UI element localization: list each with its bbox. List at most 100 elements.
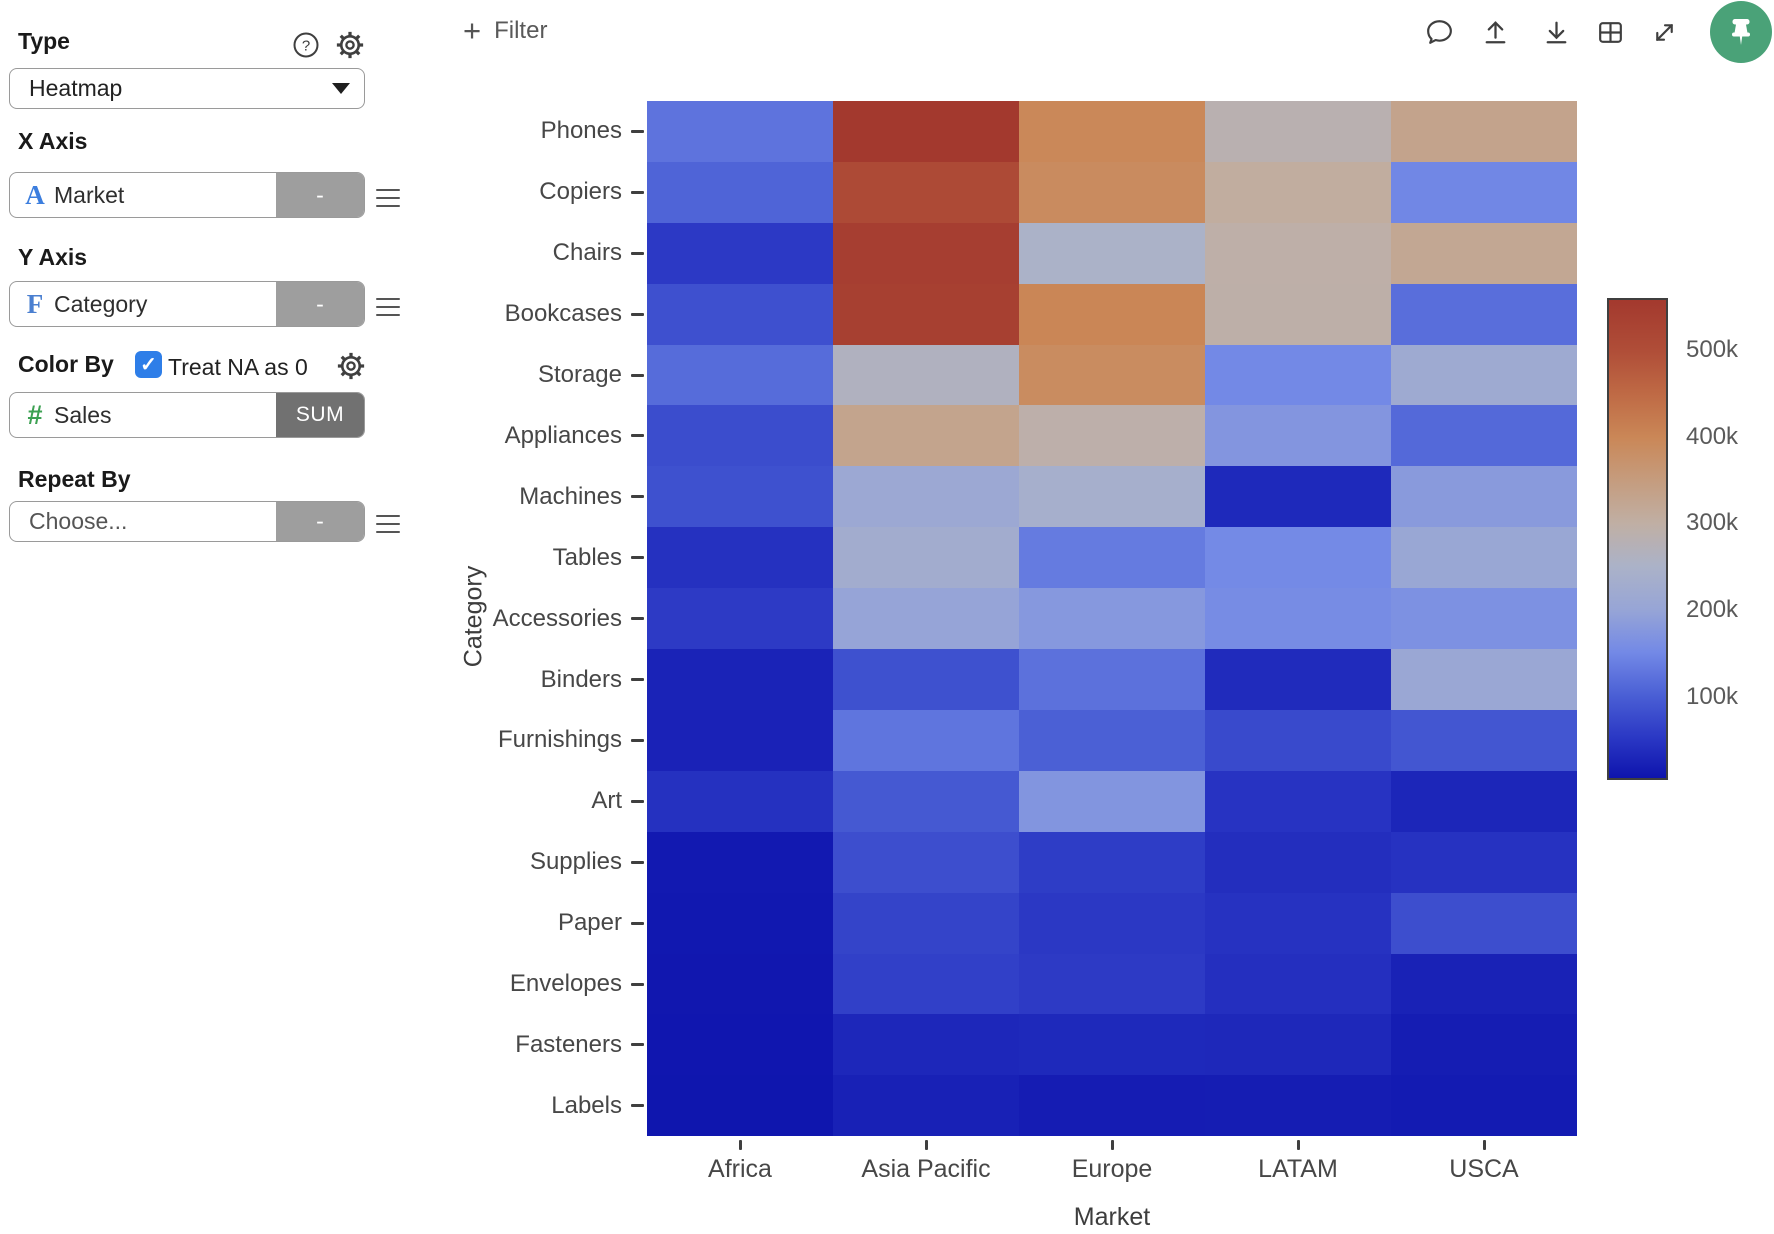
heatmap-cell[interactable] — [1391, 466, 1577, 528]
heatmap-cell[interactable] — [647, 527, 833, 589]
heatmap-cell[interactable] — [647, 588, 833, 650]
heatmap-cell[interactable] — [1391, 161, 1577, 223]
heatmap-cell[interactable] — [647, 1075, 833, 1137]
heatmap-cell[interactable] — [1205, 405, 1391, 467]
heatmap-cell[interactable] — [833, 770, 1019, 832]
heatmap-cell[interactable] — [1019, 101, 1205, 162]
heatmap-cell[interactable] — [833, 649, 1019, 710]
heatmap-cell[interactable] — [647, 466, 833, 528]
heatmap-cell[interactable] — [647, 831, 833, 893]
heatmap-cell[interactable] — [1019, 222, 1205, 284]
heatmap-cell[interactable] — [647, 649, 833, 710]
heatmap-cell[interactable] — [833, 709, 1019, 771]
heatmap-cell[interactable] — [1391, 831, 1577, 893]
heatmap-cell[interactable] — [833, 161, 1019, 223]
heatmap-cell[interactable] — [647, 953, 833, 1015]
y-axis-drag-handle-icon[interactable] — [376, 292, 400, 322]
color-settings-gear-icon[interactable] — [336, 351, 366, 381]
x-axis-remove-button[interactable]: - — [276, 173, 364, 217]
heatmap-cell[interactable] — [1205, 770, 1391, 832]
gear-icon[interactable] — [335, 30, 365, 60]
y-axis-field[interactable]: F Category - — [9, 281, 365, 327]
repeat-by-field[interactable]: Choose... - — [9, 501, 365, 542]
heatmap-cell[interactable] — [1391, 101, 1577, 162]
heatmap-cell[interactable] — [1019, 892, 1205, 954]
heatmap-cell[interactable] — [833, 527, 1019, 589]
heatmap-cell[interactable] — [833, 101, 1019, 162]
comment-icon[interactable] — [1423, 16, 1456, 49]
add-filter-button[interactable]: + Filter — [463, 15, 547, 46]
heatmap-cell[interactable] — [1019, 770, 1205, 832]
heatmap-cell[interactable] — [647, 344, 833, 406]
upload-icon[interactable] — [1479, 16, 1512, 49]
heatmap-cell[interactable] — [647, 892, 833, 954]
heatmap-cell[interactable] — [1391, 222, 1577, 284]
help-icon[interactable]: ? — [292, 31, 320, 59]
heatmap-cell[interactable] — [1205, 649, 1391, 710]
heatmap-cell[interactable] — [1391, 770, 1577, 832]
heatmap-cell[interactable] — [833, 588, 1019, 650]
expand-icon[interactable] — [1648, 16, 1681, 49]
heatmap-cell[interactable] — [1019, 405, 1205, 467]
heatmap-cell[interactable] — [833, 222, 1019, 284]
heatmap-cell[interactable] — [1205, 344, 1391, 406]
heatmap-cell[interactable] — [833, 1075, 1019, 1137]
heatmap-cell[interactable] — [833, 344, 1019, 406]
heatmap-cell[interactable] — [647, 1014, 833, 1076]
repeat-by-remove-button[interactable]: - — [276, 502, 364, 541]
heatmap-cell[interactable] — [647, 405, 833, 467]
chart-type-select[interactable]: Heatmap — [9, 68, 365, 109]
treat-na-checkbox[interactable]: ✓ — [135, 351, 162, 378]
heatmap-cell[interactable] — [1019, 466, 1205, 528]
heatmap-cell[interactable] — [1391, 588, 1577, 650]
heatmap-cell[interactable] — [1391, 344, 1577, 406]
heatmap-cell[interactable] — [1019, 527, 1205, 589]
heatmap-cell[interactable] — [833, 405, 1019, 467]
heatmap-cell[interactable] — [833, 1014, 1019, 1076]
heatmap-cell[interactable] — [1391, 649, 1577, 710]
x-axis-field[interactable]: A Market - — [9, 172, 365, 218]
heatmap-cell[interactable] — [1205, 161, 1391, 223]
heatmap-cell[interactable] — [1019, 161, 1205, 223]
heatmap-cell[interactable] — [1205, 953, 1391, 1015]
heatmap-cell[interactable] — [1391, 283, 1577, 345]
heatmap-cell[interactable] — [1205, 101, 1391, 162]
heatmap-cell[interactable] — [833, 953, 1019, 1015]
heatmap-cell[interactable] — [647, 283, 833, 345]
heatmap-cell[interactable] — [647, 101, 833, 162]
heatmap-cell[interactable] — [1205, 527, 1391, 589]
heatmap-cell[interactable] — [1205, 831, 1391, 893]
heatmap-cell[interactable] — [1391, 953, 1577, 1015]
heatmap-cell[interactable] — [1391, 892, 1577, 954]
heatmap-cell[interactable] — [1205, 588, 1391, 650]
heatmap-cell[interactable] — [1205, 466, 1391, 528]
heatmap-cell[interactable] — [1019, 344, 1205, 406]
heatmap-cell[interactable] — [1205, 1014, 1391, 1076]
heatmap-cell[interactable] — [1019, 588, 1205, 650]
heatmap-cell[interactable] — [647, 161, 833, 223]
heatmap-cell[interactable] — [647, 222, 833, 284]
color-by-field[interactable]: # Sales SUM — [9, 392, 365, 438]
aggregation-button[interactable]: SUM — [276, 393, 364, 437]
heatmap-cell[interactable] — [1205, 892, 1391, 954]
heatmap-cell[interactable] — [1391, 709, 1577, 771]
heatmap-cell[interactable] — [1205, 709, 1391, 771]
heatmap-cell[interactable] — [647, 709, 833, 771]
repeat-by-drag-handle-icon[interactable] — [376, 509, 400, 539]
heatmap-cell[interactable] — [833, 831, 1019, 893]
heatmap-cell[interactable] — [1019, 649, 1205, 710]
heatmap-cell[interactable] — [1205, 283, 1391, 345]
heatmap-cell[interactable] — [1019, 283, 1205, 345]
heatmap-cell[interactable] — [1205, 1075, 1391, 1137]
heatmap-cell[interactable] — [1019, 709, 1205, 771]
x-axis-drag-handle-icon[interactable] — [376, 183, 400, 213]
y-axis-remove-button[interactable]: - — [276, 282, 364, 326]
heatmap-cell[interactable] — [833, 466, 1019, 528]
heatmap-cell[interactable] — [1391, 405, 1577, 467]
heatmap-cell[interactable] — [1019, 831, 1205, 893]
heatmap-cell[interactable] — [1205, 222, 1391, 284]
heatmap-cell[interactable] — [1019, 1014, 1205, 1076]
heatmap-cell[interactable] — [1391, 527, 1577, 589]
heatmap-cell[interactable] — [1019, 1075, 1205, 1137]
heatmap-cell[interactable] — [647, 770, 833, 832]
